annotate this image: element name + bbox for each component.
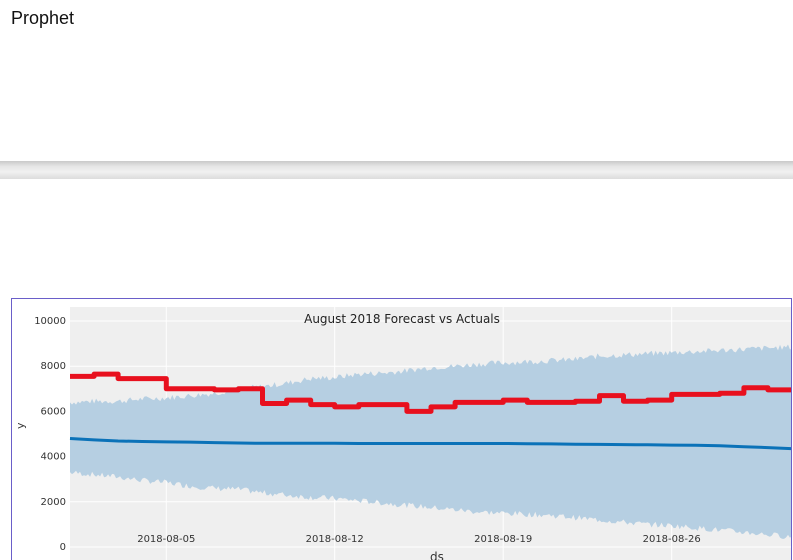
x-tick-labels: 2018-08-05 2018-08-12 2018-08-19 2018-08-26: [137, 534, 701, 545]
y-tick-labels: 0 2000 4000 6000 8000 10000: [34, 316, 66, 553]
y-tick-label: 6000: [41, 406, 66, 417]
x-tick-label: 2018-08-19: [474, 534, 532, 545]
forecast-line: [69, 437, 791, 451]
x-tick-label: 2018-08-12: [306, 534, 364, 545]
y-tick-label: 10000: [34, 316, 66, 327]
y-tick-label: 0: [60, 542, 66, 553]
x-axis-label: ds: [430, 550, 444, 560]
y-tick-label: 2000: [41, 497, 66, 508]
divider-bar: [0, 161, 793, 179]
chart-title: August 2018 Forecast vs Actuals: [304, 312, 500, 326]
chart-frame: 0 2000 4000 6000 8000 10000 2018-08-05 2018-08…: [11, 298, 792, 560]
y-tick-label: 4000: [41, 452, 66, 463]
actuals-line: [70, 371, 791, 414]
y-axis-label: y: [14, 422, 27, 429]
y-tick-label: 8000: [41, 361, 66, 372]
x-tick-label: 2018-08-05: [137, 534, 195, 545]
x-tick-label: 2018-08-26: [643, 534, 701, 545]
page-title: Prophet: [11, 8, 75, 28]
